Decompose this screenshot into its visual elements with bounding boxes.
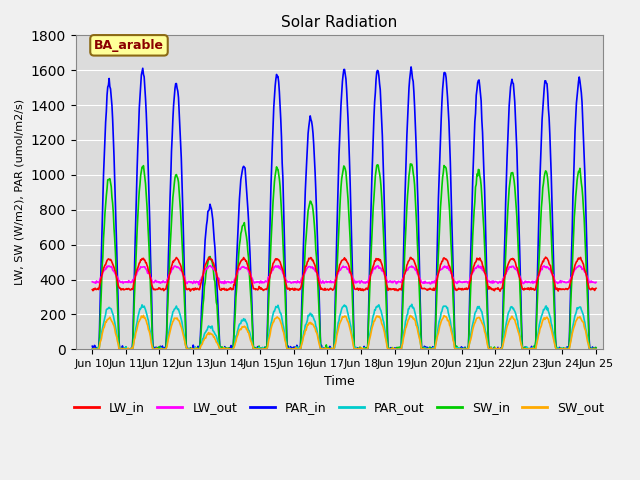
SW_out [140, 312, 147, 318]
Line: PAR_in: PAR_in [92, 67, 596, 349]
SW_out [88, 347, 96, 352]
LW_out [406, 264, 413, 270]
PAR_in [592, 347, 600, 352]
PAR_out [89, 347, 97, 352]
SW_in [406, 161, 414, 167]
LW_in [149, 287, 157, 292]
SW_in [149, 347, 157, 352]
LW_out [228, 278, 236, 284]
PAR_out [228, 347, 236, 352]
PAR_in [99, 222, 106, 228]
PAR_out [99, 327, 106, 333]
PAR_out [408, 301, 415, 307]
PAR_out [406, 304, 413, 310]
Line: SW_out: SW_out [92, 315, 596, 349]
PAR_in [228, 344, 236, 350]
X-axis label: Time: Time [324, 374, 355, 387]
PAR_in [92, 347, 100, 352]
Line: LW_in: LW_in [92, 257, 596, 291]
LW_out [195, 282, 203, 288]
LW_in [496, 288, 504, 294]
Line: LW_out: LW_out [92, 265, 596, 285]
SW_out [592, 347, 600, 352]
PAR_in [201, 237, 209, 243]
SW_in [405, 173, 413, 179]
PAR_in [406, 76, 413, 82]
SW_out [228, 347, 236, 352]
PAR_out [88, 346, 96, 352]
PAR_out [421, 347, 429, 352]
Line: PAR_out: PAR_out [92, 304, 596, 349]
LW_in [541, 254, 549, 260]
PAR_in [150, 347, 158, 352]
PAR_out [592, 347, 600, 352]
SW_in [200, 284, 208, 289]
Legend: LW_in, LW_out, PAR_in, PAR_out, SW_in, SW_out: LW_in, LW_out, PAR_in, PAR_out, SW_in, S… [69, 396, 609, 420]
SW_in [227, 346, 235, 352]
SW_out [97, 336, 105, 341]
LW_in [97, 274, 105, 280]
LW_out [97, 274, 105, 280]
Title: Solar Radiation: Solar Radiation [281, 15, 397, 30]
SW_out [150, 347, 158, 352]
SW_out [406, 313, 413, 319]
LW_out [474, 263, 482, 268]
LW_in [88, 287, 96, 292]
SW_in [420, 345, 428, 350]
LW_out [201, 266, 209, 272]
LW_out [420, 280, 428, 286]
PAR_in [88, 343, 96, 349]
LW_in [405, 258, 413, 264]
LW_in [200, 266, 208, 272]
LW_in [420, 286, 428, 291]
PAR_out [150, 347, 158, 352]
PAR_in [421, 345, 429, 350]
LW_in [592, 286, 600, 291]
LW_out [592, 279, 600, 285]
Text: BA_arable: BA_arable [94, 39, 164, 52]
PAR_in [407, 64, 415, 70]
LW_out [88, 279, 96, 285]
SW_in [97, 286, 105, 291]
PAR_out [201, 330, 209, 336]
Line: SW_in: SW_in [92, 164, 596, 349]
SW_in [592, 345, 600, 350]
SW_out [201, 335, 209, 341]
Y-axis label: LW, SW (W/m2), PAR (umol/m2/s): LW, SW (W/m2), PAR (umol/m2/s) [15, 99, 25, 286]
LW_in [227, 286, 235, 291]
LW_out [149, 279, 157, 285]
SW_out [420, 346, 428, 352]
SW_in [88, 347, 96, 352]
